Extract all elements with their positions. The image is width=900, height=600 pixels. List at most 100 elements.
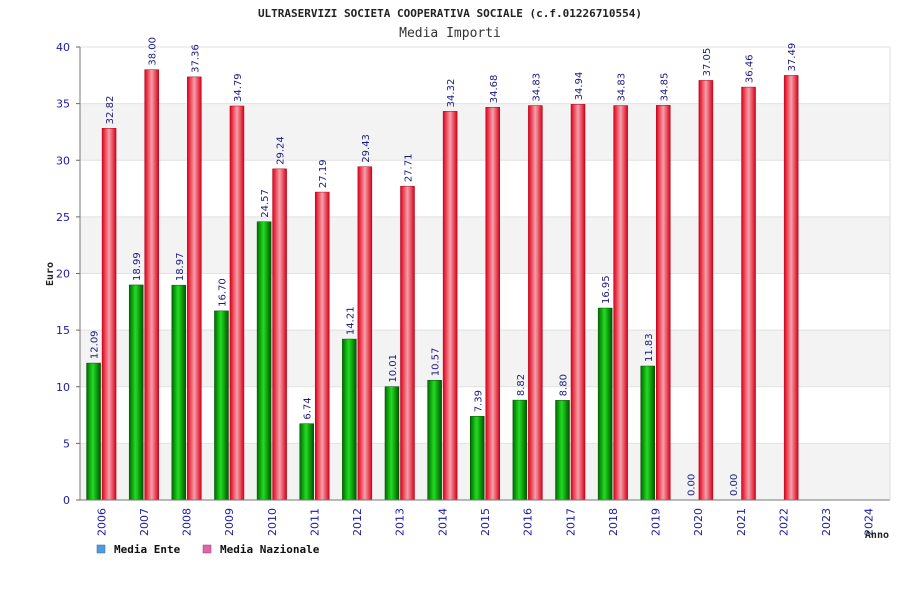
data-label: 12.09 xyxy=(90,330,101,359)
data-label: 37.49 xyxy=(787,43,798,72)
data-label: 11.83 xyxy=(644,333,655,362)
data-label: 24.57 xyxy=(260,189,271,218)
bar-media-nazionale xyxy=(101,128,117,501)
x-axis-label: Anno xyxy=(865,530,889,541)
y-tick-label: 30 xyxy=(56,154,70,167)
y-axis-label: Euro xyxy=(45,262,56,286)
bar-media-ente xyxy=(555,400,570,501)
x-tick-label: 2009 xyxy=(223,508,236,536)
y-tick-label: 5 xyxy=(63,437,70,450)
x-tick-label: 2012 xyxy=(351,508,364,536)
x-tick-label: 2020 xyxy=(692,508,705,536)
bar-media-nazionale xyxy=(144,69,159,501)
bar-media-ente xyxy=(128,284,144,501)
x-tick-label: 2024 xyxy=(863,508,876,536)
data-label: 38.00 xyxy=(148,37,159,66)
data-label: 10.01 xyxy=(388,354,399,383)
x-tick-label: 2014 xyxy=(436,508,449,536)
x-tick-label: 2019 xyxy=(650,508,663,536)
bar-media-ente xyxy=(597,307,613,501)
bar-media-ente xyxy=(214,310,229,501)
data-label: 27.71 xyxy=(403,154,414,183)
data-label: 16.70 xyxy=(217,278,228,307)
data-label: 34.68 xyxy=(489,75,500,104)
bar-media-ente xyxy=(86,362,101,501)
x-tick-label: 2018 xyxy=(607,508,620,536)
legend-label-ente: Media Ente xyxy=(114,543,181,556)
bar-media-nazionale xyxy=(442,111,458,501)
data-label: 7.39 xyxy=(473,390,484,412)
data-label: 27.19 xyxy=(318,159,329,188)
y-tick-label: 10 xyxy=(56,381,70,394)
bar-media-nazionale xyxy=(314,191,330,501)
bar-media-nazionale xyxy=(698,80,714,501)
data-label: 14.21 xyxy=(345,306,356,335)
x-tick-label: 2023 xyxy=(820,508,833,536)
data-label: 0.00 xyxy=(729,474,740,496)
bar-media-ente xyxy=(512,399,528,501)
x-tick-label: 2017 xyxy=(564,508,577,536)
bar-media-nazionale xyxy=(783,75,799,501)
bar-media-nazionale xyxy=(229,105,245,501)
axes-group: 2006 2007 2008 2009 2010 2011 2012 2013 2014 2015… xyxy=(56,41,891,536)
data-label: 34.83 xyxy=(531,73,542,102)
x-tick-label: 2010 xyxy=(266,508,279,536)
bar-media-nazionale xyxy=(528,105,543,501)
bar-media-nazionale xyxy=(272,168,287,501)
x-tick-label: 2011 xyxy=(308,508,321,536)
data-label: 10.57 xyxy=(431,348,442,377)
chart-subtitle: Media Importi xyxy=(399,26,501,41)
data-label: 18.97 xyxy=(175,253,186,282)
legend-label-nazionale: Media Nazionale xyxy=(220,543,320,556)
data-label: 34.32 xyxy=(446,79,457,108)
bar-media-ente xyxy=(299,423,314,501)
x-tick-label: 2008 xyxy=(181,508,194,536)
x-tick-label: 2007 xyxy=(138,508,151,536)
x-tick-label: 2021 xyxy=(735,508,748,536)
bar-media-ente xyxy=(427,380,442,501)
x-tick-label: 2015 xyxy=(479,508,492,536)
data-label: 29.43 xyxy=(361,134,372,163)
data-label: 29.24 xyxy=(276,136,287,165)
data-label: 34.79 xyxy=(233,73,244,102)
data-label: 8.80 xyxy=(559,374,570,396)
data-label: 34.85 xyxy=(659,73,670,102)
data-labels-group: 12.09 32.82 18.99 38.00 18.97 37.36 16.70 34.79… xyxy=(90,37,799,496)
data-label: 36.46 xyxy=(745,54,756,83)
bar-media-ente xyxy=(640,365,656,501)
bar-media-ente xyxy=(470,416,485,501)
y-tick-label: 25 xyxy=(56,211,70,224)
data-label: 0.00 xyxy=(686,474,697,496)
bar-media-nazionale xyxy=(485,106,500,501)
bar-media-nazionale xyxy=(613,105,628,501)
bar-media-nazionale xyxy=(187,76,202,501)
legend-swatch-nazionale xyxy=(202,544,212,554)
data-label: 34.94 xyxy=(574,72,585,101)
bar-media-nazionale xyxy=(656,105,671,501)
data-label: 8.82 xyxy=(516,374,527,396)
bar-media-ente xyxy=(384,386,400,501)
data-label: 32.82 xyxy=(105,96,116,125)
data-label: 37.36 xyxy=(190,44,201,73)
y-tick-label: 40 xyxy=(56,41,70,54)
bar-media-nazionale xyxy=(741,86,756,501)
x-tick-label: 2022 xyxy=(777,508,790,536)
y-tick-label: 20 xyxy=(56,268,70,281)
data-label: 16.95 xyxy=(601,275,612,304)
data-label: 34.83 xyxy=(617,73,628,102)
legend-swatch-ente xyxy=(96,544,106,554)
y-tick-label: 15 xyxy=(56,324,70,337)
legend: Media Ente Media Nazionale xyxy=(96,543,320,556)
x-tick-label: 2006 xyxy=(95,508,108,536)
bars-group xyxy=(86,69,799,501)
y-tick-label: 0 xyxy=(63,494,70,507)
bar-media-nazionale xyxy=(357,166,373,501)
bar-media-nazionale xyxy=(400,185,415,501)
data-label: 6.74 xyxy=(303,397,314,419)
data-label: 18.99 xyxy=(132,252,143,281)
x-tick-label: 2016 xyxy=(522,508,535,536)
bar-media-nazionale xyxy=(570,104,586,501)
data-label: 37.05 xyxy=(702,48,713,77)
bar-media-ente xyxy=(256,221,272,501)
